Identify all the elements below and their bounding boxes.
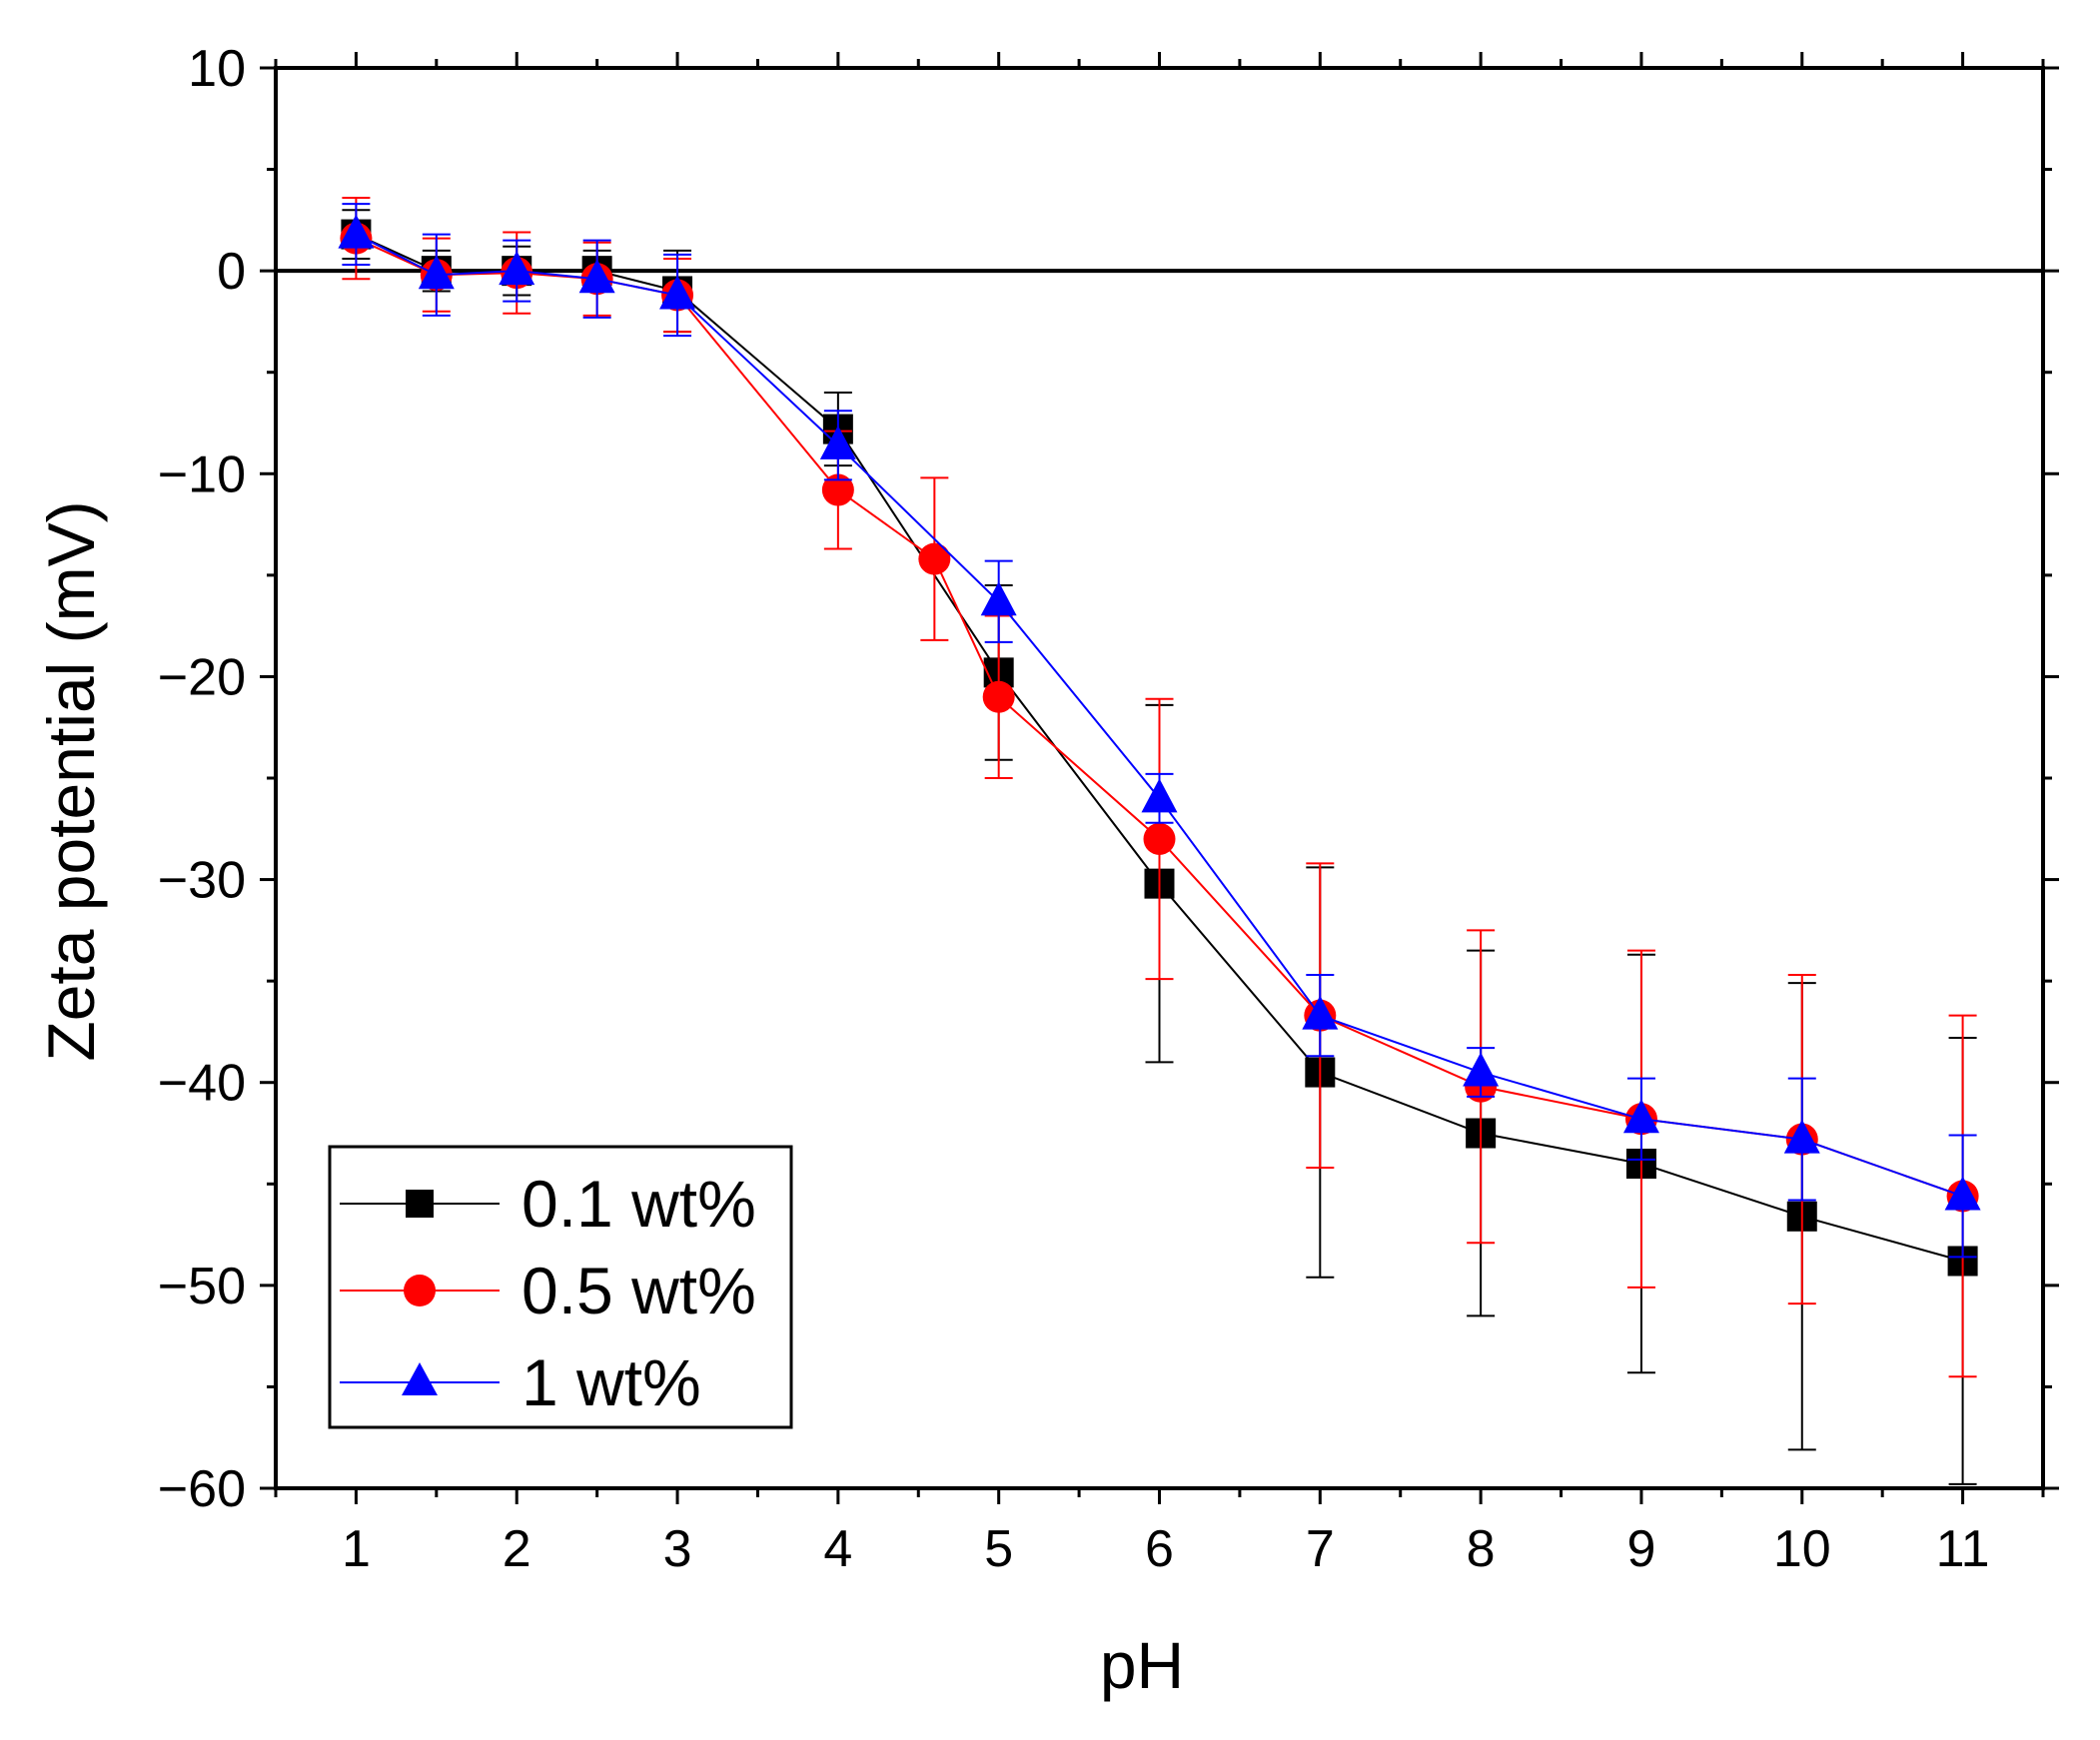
y-tick-label: −60 [158, 1460, 246, 1518]
legend-item-1: 0.5 wt% [340, 1254, 756, 1327]
data-point [499, 251, 535, 286]
data-point [1463, 1052, 1500, 1087]
x-tick-label: 1 [342, 1520, 371, 1578]
data-point [821, 473, 854, 506]
y-tick-label: −30 [158, 852, 246, 910]
data-point [980, 581, 1017, 616]
y-tick-label: 10 [188, 40, 246, 98]
legend-label-0: 0.1 wt% [522, 1167, 756, 1241]
data-point [1302, 995, 1339, 1030]
data-point [1141, 778, 1178, 813]
data-point [918, 542, 951, 575]
y-tick-label: 0 [217, 243, 246, 301]
y-tick-label: −40 [158, 1055, 246, 1113]
legend-marker-1 [404, 1275, 436, 1306]
x-tick-label: 4 [823, 1520, 852, 1578]
x-tick-label: 7 [1306, 1520, 1335, 1578]
y-tick-label: −50 [158, 1258, 246, 1315]
legend-label-2: 1 wt% [522, 1345, 701, 1419]
data-point [338, 214, 375, 249]
x-tick-label: 3 [663, 1520, 692, 1578]
legend-label-1: 0.5 wt% [522, 1254, 756, 1327]
y-tick-label: −10 [158, 445, 246, 503]
x-tick-label: 5 [984, 1520, 1013, 1578]
data-point [418, 255, 455, 290]
legend-item-0: 0.1 wt% [340, 1167, 756, 1241]
data-point [1622, 1099, 1659, 1134]
x-tick-label: 11 [1936, 1520, 1990, 1578]
x-tick-label: 8 [1467, 1520, 1496, 1578]
y-axis-title: Zeta potential (mV) [34, 500, 108, 1061]
data-point [1944, 1176, 1981, 1211]
data-point [982, 680, 1015, 713]
data-point [578, 259, 615, 294]
legend: 0.1 wt% 0.5 wt% 1 wt% [328, 1145, 793, 1429]
legend-item-2: 1 wt% [340, 1345, 701, 1419]
legend-marker-0 [406, 1190, 434, 1218]
data-point [1783, 1119, 1820, 1154]
x-axis-title: pH [1100, 1628, 1184, 1702]
data-point [659, 275, 696, 310]
axes: 1 2 3 4 5 6 7 8 9 10 11 −60 −50 −40 −30 −20 −10 0 10 [158, 40, 2059, 1578]
legend-marker-2 [402, 1362, 438, 1395]
data-point [1143, 822, 1176, 855]
data-point [819, 425, 856, 459]
x-tick-label: 10 [1773, 1520, 1831, 1578]
series-layer [338, 197, 1981, 1485]
series-2 [338, 203, 1981, 1259]
y-tick-label: −20 [158, 648, 246, 706]
x-tick-label: 2 [503, 1520, 531, 1578]
x-tick-label: 6 [1145, 1520, 1174, 1578]
x-tick-label: 9 [1626, 1520, 1655, 1578]
